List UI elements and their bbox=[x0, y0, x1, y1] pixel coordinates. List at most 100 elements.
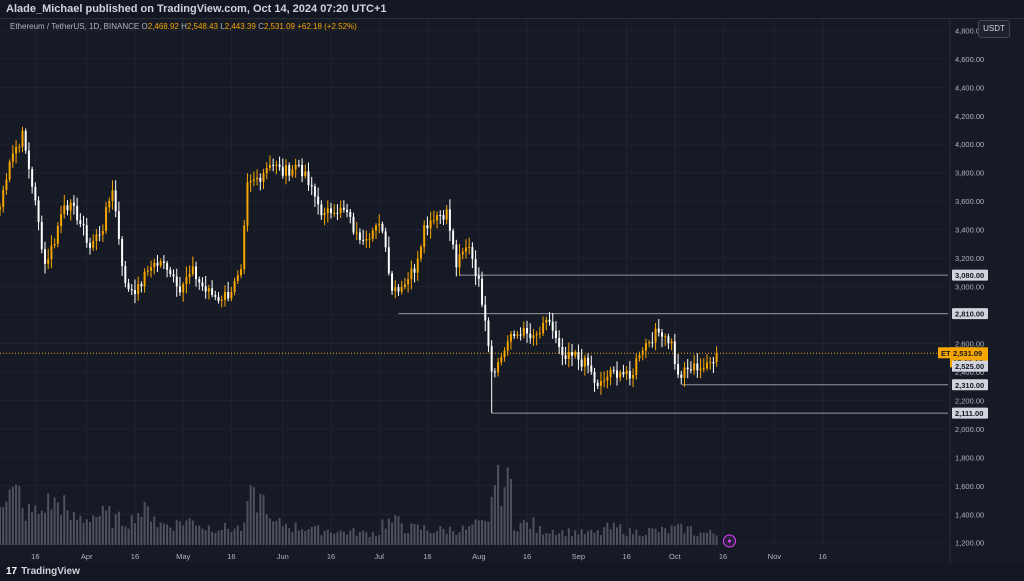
volume-bar bbox=[493, 485, 496, 545]
candle-body bbox=[628, 370, 631, 379]
candle-body bbox=[243, 225, 246, 270]
symbol-name: Ethereum / TetherUS, 1D, BINANCE bbox=[10, 22, 140, 31]
volume-bar bbox=[484, 521, 487, 545]
y-tick-label: 1,400.00 bbox=[955, 510, 984, 519]
volume-bar bbox=[448, 526, 451, 545]
candle-body bbox=[384, 231, 387, 248]
y-tick-label: 1,200.00 bbox=[955, 539, 984, 548]
candle-body bbox=[670, 341, 673, 344]
price-chart[interactable]: 1,200.00 1,400.00 1,600.00 1,800.00 2,000.00… bbox=[0, 19, 1024, 564]
candle-body bbox=[195, 266, 198, 280]
x-tick-label: May bbox=[176, 552, 190, 561]
candle-body bbox=[702, 368, 705, 370]
candle-body bbox=[117, 211, 120, 239]
chart-frame[interactable]: 1,200.00 1,400.00 1,600.00 1,800.00 2,000.00… bbox=[0, 18, 1024, 564]
volume-bar bbox=[497, 465, 500, 545]
candle-body bbox=[143, 271, 146, 287]
candle-body bbox=[175, 276, 178, 287]
volume-bar bbox=[230, 532, 233, 545]
candle-body bbox=[477, 275, 480, 279]
candle-body bbox=[571, 352, 574, 356]
volume-bar bbox=[426, 530, 429, 545]
volume-bar bbox=[635, 529, 638, 545]
volume-bar bbox=[79, 515, 82, 545]
volume-bar bbox=[256, 512, 259, 545]
volume-bar bbox=[50, 509, 53, 545]
candle-body bbox=[249, 180, 252, 183]
candle-body bbox=[333, 212, 336, 214]
volume-bar bbox=[625, 536, 628, 545]
level-price-badge bbox=[952, 379, 988, 391]
candle-body bbox=[278, 164, 281, 167]
candle-body bbox=[468, 246, 471, 248]
candle-body bbox=[616, 370, 618, 378]
candle-body bbox=[590, 365, 593, 372]
candle-body bbox=[554, 330, 557, 339]
x-tick-label: 16 bbox=[523, 552, 531, 561]
candle-body bbox=[654, 328, 657, 343]
volume-bar bbox=[410, 523, 413, 545]
candle-body bbox=[689, 369, 692, 371]
y-tick-label: 3,400.00 bbox=[955, 226, 984, 235]
candle-body bbox=[121, 238, 124, 267]
x-tick-label: 16 bbox=[818, 552, 826, 561]
candle-body bbox=[95, 234, 98, 242]
y-tick-label: 3,600.00 bbox=[955, 197, 984, 206]
candle-body bbox=[349, 211, 352, 217]
candle-body bbox=[34, 186, 37, 201]
volume-bar bbox=[285, 523, 288, 545]
volume-bar bbox=[403, 533, 406, 545]
candle-body bbox=[323, 213, 326, 216]
candle-body bbox=[101, 231, 104, 235]
volume-bar bbox=[641, 536, 644, 545]
volume-bar bbox=[111, 528, 114, 545]
volume-bar bbox=[429, 532, 432, 545]
x-tick-label: 16 bbox=[227, 552, 235, 561]
y-tick-label: 2,000.00 bbox=[955, 425, 984, 434]
candle-body bbox=[410, 268, 413, 280]
volume-bar bbox=[516, 531, 519, 545]
candle-body bbox=[500, 357, 503, 363]
volume-bar bbox=[558, 533, 561, 545]
volume-bar bbox=[307, 529, 310, 545]
candle-body bbox=[365, 238, 368, 241]
volume-bar bbox=[699, 532, 702, 545]
volume-bar bbox=[564, 536, 567, 545]
volume-bar bbox=[715, 535, 718, 545]
tradingview-logo[interactable]: 17 TradingView bbox=[6, 566, 80, 577]
candle-body bbox=[92, 241, 95, 248]
volume-bar bbox=[587, 531, 590, 545]
volume-bar bbox=[137, 512, 140, 545]
lightning-icon-glyph bbox=[727, 537, 732, 545]
candle-body bbox=[705, 362, 708, 369]
volume-bar bbox=[571, 536, 574, 545]
volume-bar bbox=[442, 528, 445, 545]
x-tick-label: Oct bbox=[669, 552, 682, 561]
volume-bar bbox=[320, 535, 323, 545]
change-value: +62.18 (+2.52%) bbox=[297, 22, 357, 31]
candle-body bbox=[680, 374, 683, 378]
candle-body bbox=[63, 205, 66, 215]
candle-body bbox=[709, 362, 712, 364]
candle-body bbox=[487, 320, 490, 347]
candle-body bbox=[301, 164, 304, 177]
volume-bar bbox=[159, 522, 162, 545]
volume-bar bbox=[567, 528, 570, 545]
footer-bar: 17 TradingView bbox=[0, 563, 1024, 581]
volume-bar bbox=[53, 497, 56, 545]
currency-button[interactable]: USDT bbox=[978, 20, 1010, 38]
volume-bar bbox=[709, 529, 712, 545]
candle-body bbox=[288, 165, 291, 176]
volume-bar bbox=[677, 524, 680, 545]
volume-bar bbox=[101, 505, 104, 545]
volume-bar bbox=[632, 534, 635, 545]
candle-body bbox=[204, 286, 207, 292]
candle-body bbox=[677, 363, 680, 375]
candle-body bbox=[699, 368, 702, 371]
candle-body bbox=[580, 359, 583, 367]
volume-bar bbox=[532, 517, 535, 545]
volume-bar bbox=[683, 533, 686, 545]
candle-body bbox=[577, 352, 580, 360]
volume-bar bbox=[195, 525, 198, 545]
volume-bar bbox=[590, 529, 593, 545]
